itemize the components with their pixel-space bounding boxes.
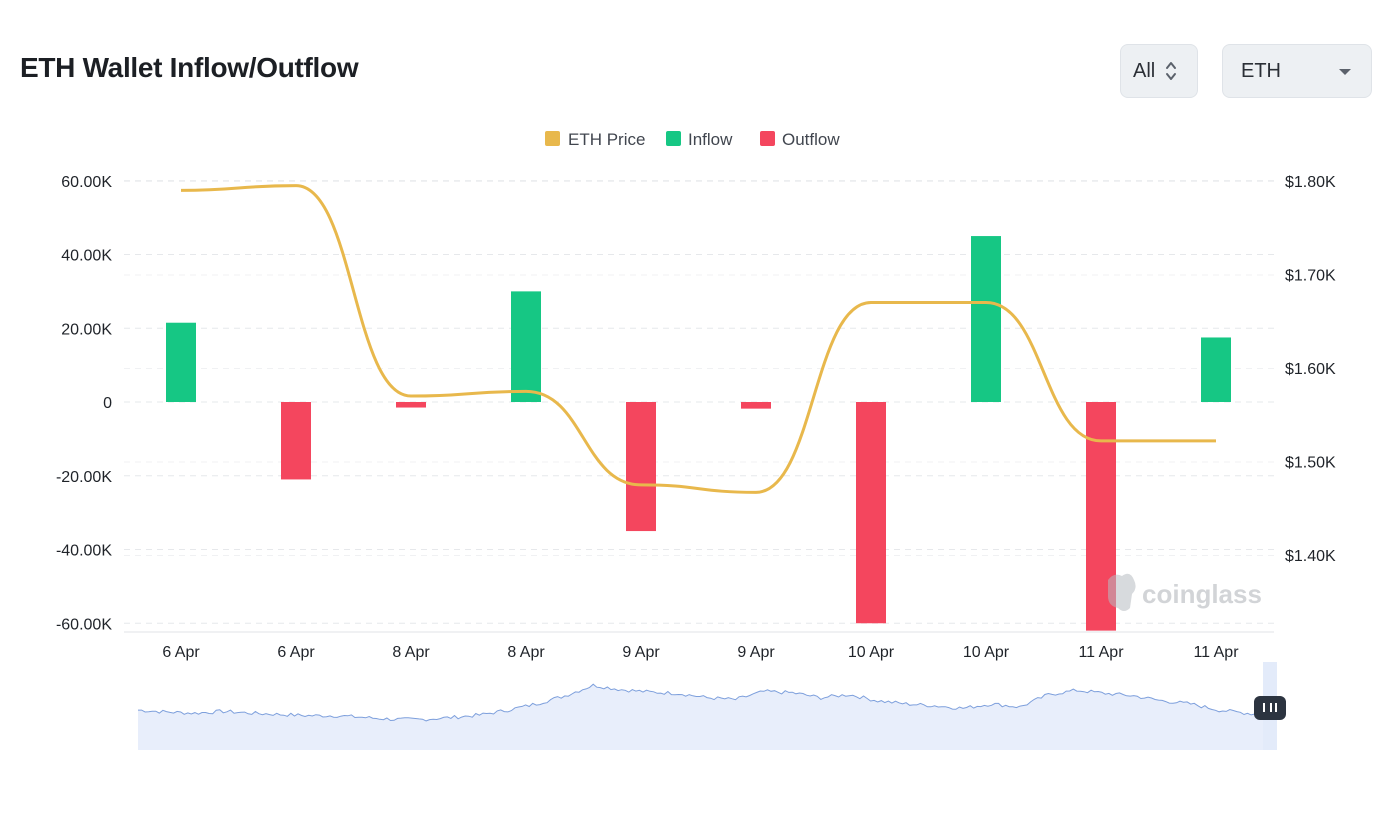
outflow-bar[interactable] (626, 402, 656, 532)
legend[interactable]: ETH Price Inflow Outflow (545, 130, 840, 149)
navigator-area (138, 684, 1276, 750)
inflow-bar[interactable] (971, 236, 1001, 402)
legend-swatch-inflow (666, 131, 681, 146)
x-tick-label: 9 Apr (737, 644, 775, 661)
navigator-handle[interactable] (1254, 696, 1286, 720)
legend-label-price: ETH Price (568, 130, 645, 149)
y-right-tick-label: $1.70K (1285, 268, 1336, 285)
inflow-bar[interactable] (166, 322, 196, 402)
inflow-bar[interactable] (511, 291, 541, 402)
coin-select[interactable]: ETH (1222, 44, 1372, 98)
y-left-tick-label: 20.00K (61, 321, 112, 338)
page-title: ETH Wallet Inflow/Outflow (20, 52, 359, 83)
coinglass-logo-icon (1108, 573, 1136, 611)
y-right-tick-label: $1.80K (1285, 174, 1336, 191)
bar-series (166, 236, 1231, 631)
navigator-line (138, 683, 1277, 722)
coin-select-value: ETH (1241, 59, 1281, 82)
eth-price-line[interactable] (180, 184, 1216, 494)
y-left-tick-label: 60.00K (61, 174, 112, 191)
x-tick-label: 9 Apr (622, 644, 660, 661)
y-right-tick-label: $1.40K (1285, 548, 1336, 565)
x-tick-label: 11 Apr (1193, 644, 1239, 661)
axes: 60.00K 40.00K 20.00K 0 -20.00K -40.00K -60.00K… (56, 174, 1336, 661)
y-right-tick-label: $1.50K (1285, 455, 1336, 472)
outflow-bar[interactable] (396, 402, 426, 408)
legend-label-outflow: Outflow (782, 130, 840, 149)
y-right-tick-label: $1.60K (1285, 361, 1336, 378)
chevron-down-icon (1339, 69, 1351, 75)
x-tick-label: 6 Apr (162, 644, 200, 661)
outflow-bar[interactable] (281, 402, 311, 480)
price-line-series (180, 184, 1216, 494)
legend-item-price[interactable]: ETH Price (545, 130, 645, 149)
range-select[interactable]: All (1120, 44, 1198, 98)
watermark: coinglass (1108, 573, 1262, 611)
x-tick-label: 8 Apr (392, 644, 430, 661)
inflow-bar[interactable] (1201, 337, 1231, 402)
legend-swatch-price (545, 131, 560, 146)
y-left-tick-label: -60.00K (56, 616, 112, 633)
y-left-tick-label: -40.00K (56, 543, 112, 560)
sort-updown-icon (1165, 61, 1177, 81)
x-tick-label: 10 Apr (848, 644, 895, 661)
watermark-text: coinglass (1142, 579, 1262, 609)
range-select-value: All (1133, 59, 1156, 82)
outflow-bar[interactable] (741, 402, 771, 409)
y-left-tick-label: 40.00K (61, 248, 112, 265)
legend-item-outflow[interactable]: Outflow (760, 130, 840, 149)
x-tick-label: 10 Apr (963, 644, 1010, 661)
legend-label-inflow: Inflow (688, 130, 733, 149)
x-tick-label: 11 Apr (1078, 644, 1124, 661)
y-left-tick-label: 0 (103, 395, 112, 412)
x-tick-label: 8 Apr (507, 644, 545, 661)
outflow-bar[interactable] (856, 402, 886, 624)
grid-lines (124, 180, 1274, 624)
legend-swatch-outflow (760, 131, 775, 146)
y-left-tick-label: -20.00K (56, 469, 112, 486)
legend-item-inflow[interactable]: Inflow (666, 130, 733, 149)
x-tick-label: 6 Apr (277, 644, 315, 661)
navigator[interactable] (138, 662, 1286, 750)
